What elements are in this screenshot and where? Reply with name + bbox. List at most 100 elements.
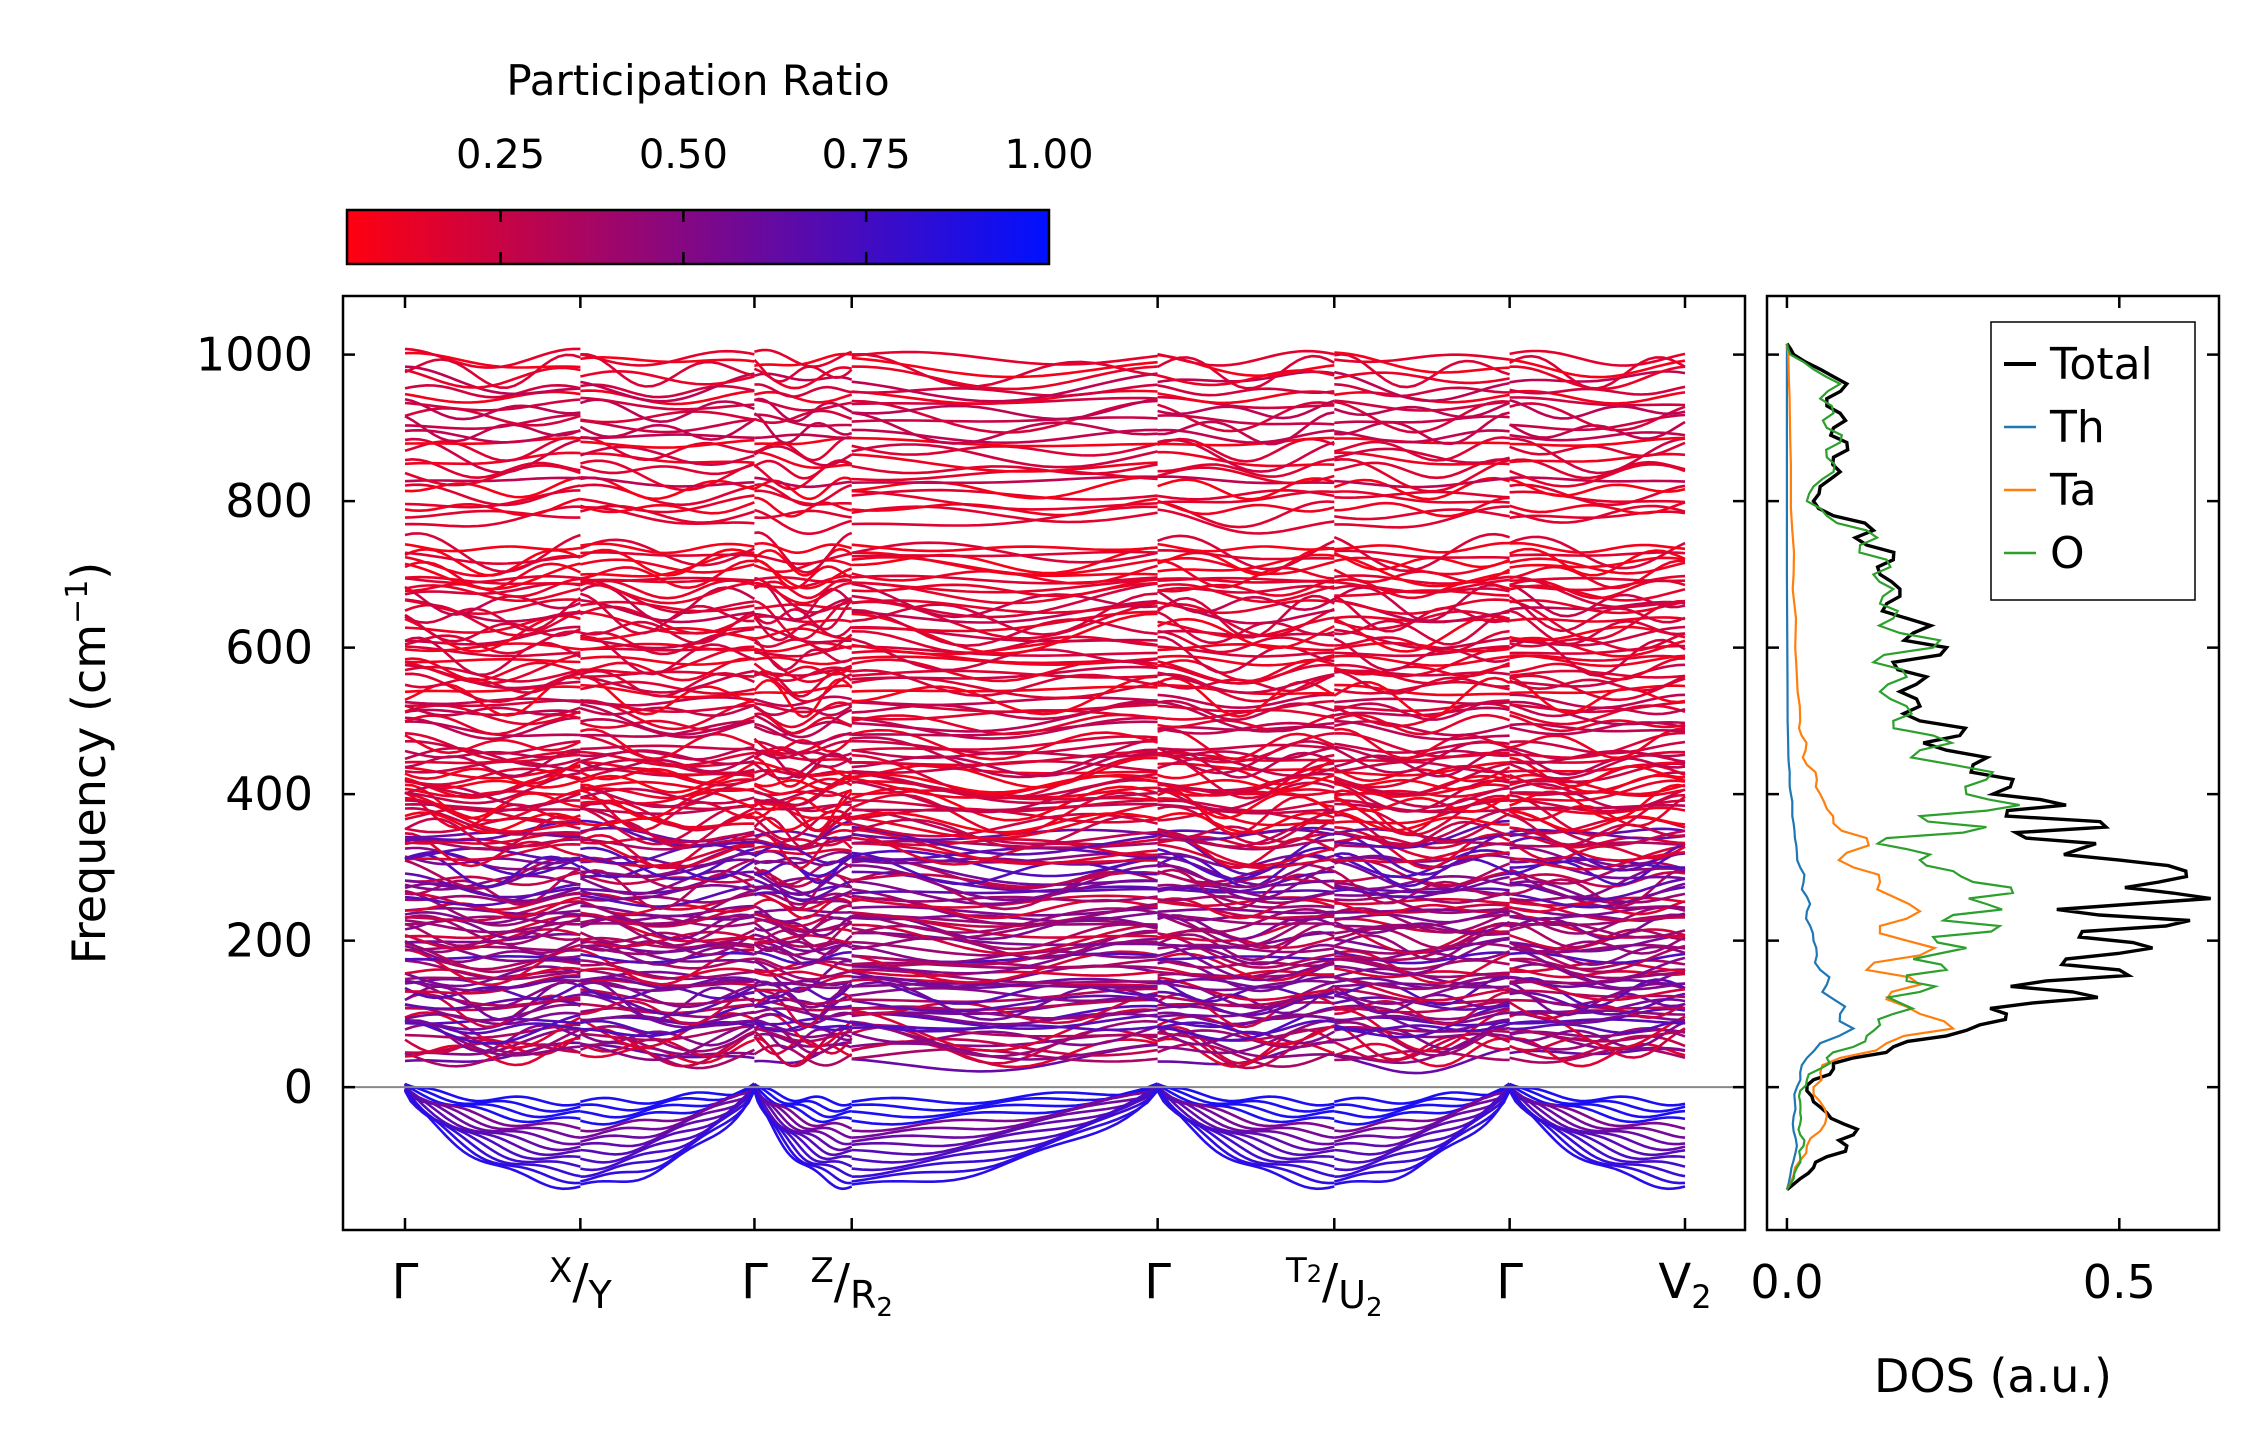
phonon-band — [1509, 669, 1686, 679]
phonon-band — [1157, 912, 1335, 948]
phonon-band — [404, 585, 581, 616]
phonon-band — [753, 662, 853, 678]
phonon-band — [1333, 594, 1510, 633]
phonon-band — [404, 821, 581, 842]
phonon-band — [580, 576, 755, 583]
phonon-band — [1334, 832, 1510, 876]
phonon-band — [404, 811, 581, 834]
band-y-tick-label: 400 — [225, 767, 313, 821]
soft-mode-band — [1156, 1088, 1335, 1185]
phonon-band — [1509, 804, 1686, 810]
phonon-band — [851, 739, 1158, 755]
soft-mode-band — [1508, 1083, 1686, 1152]
phonon-band — [1334, 923, 1510, 955]
phonon-band — [1334, 1004, 1510, 1039]
dos-series-o — [1785, 343, 2020, 1191]
phonon-band — [851, 443, 1158, 469]
phonon-band — [1334, 683, 1510, 697]
phonon-band — [1334, 697, 1510, 705]
phonon-band — [753, 705, 853, 717]
phonon-band — [580, 695, 755, 707]
phonon-band — [754, 756, 852, 788]
phonon-band — [851, 555, 1158, 577]
k-point-label: V2 — [1658, 1254, 1711, 1316]
colorbar-tick-label: 0.25 — [456, 132, 545, 178]
phonon-band — [1509, 871, 1686, 888]
band-y-tick-label: 800 — [225, 474, 313, 528]
phonon-band — [851, 463, 1158, 475]
phonon-band — [1508, 840, 1686, 862]
soft-mode-band — [851, 1089, 1159, 1139]
phonon-band — [404, 1013, 581, 1045]
phonon-band — [1509, 713, 1686, 733]
soft-mode-band — [753, 1085, 853, 1191]
phonon-band — [851, 428, 1158, 445]
dos-series-th — [1785, 343, 1856, 1190]
phonon-band — [1509, 370, 1686, 384]
phonon-band — [754, 957, 852, 970]
phonon-band — [851, 937, 1158, 975]
phonon-band — [1157, 783, 1335, 820]
phonon-band — [1509, 504, 1686, 524]
phonon-band — [1157, 401, 1335, 433]
phonon-band — [1334, 578, 1510, 594]
colorbar-title: Participation Ratio — [506, 56, 889, 105]
soft-mode-band — [403, 1088, 581, 1185]
phonon-band — [580, 703, 755, 736]
phonon-band — [580, 438, 755, 449]
legend-label-o: O — [2050, 528, 2085, 579]
phonon-band — [404, 997, 581, 1010]
phonon-band — [1334, 598, 1510, 615]
phonon-band — [1509, 844, 1686, 871]
phonon-band — [753, 746, 853, 769]
phonon-band — [1157, 854, 1335, 889]
phonon-band — [851, 599, 1158, 624]
k-point-label: T2/U2 — [1285, 1251, 1383, 1323]
phonon-band — [851, 994, 1158, 1013]
phonon-band — [1333, 713, 1511, 736]
phonon-band — [754, 383, 852, 398]
phonon-band — [1334, 669, 1510, 696]
band-y-tick-label: 600 — [225, 621, 313, 675]
phonon-band — [1509, 700, 1686, 714]
k-point-label: Γ — [1144, 1254, 1171, 1310]
phonon-band — [1334, 505, 1510, 529]
phonon-band — [404, 413, 581, 431]
phonon-band — [404, 383, 581, 399]
phonon-band — [1508, 595, 1686, 633]
phonon-band — [580, 957, 755, 970]
phonon-band — [580, 843, 755, 865]
phonon-band — [1156, 354, 1335, 390]
phonon-band — [404, 1011, 581, 1026]
phonon-band — [580, 733, 755, 767]
phonon-band — [754, 933, 852, 953]
phonon-band — [1333, 920, 1511, 935]
phonon-band — [753, 863, 853, 897]
phonon-band — [754, 940, 852, 957]
phonon-band — [1333, 1037, 1510, 1068]
phonon-band — [1509, 483, 1686, 507]
phonon-band — [1509, 541, 1686, 554]
phonon-band — [753, 737, 853, 753]
phonon-band — [1334, 556, 1510, 576]
phonon-band — [404, 575, 581, 585]
phonon-band — [851, 807, 1158, 845]
soft-mode-band — [1509, 1085, 1686, 1107]
phonon-band — [1157, 774, 1335, 791]
phonon-band — [1157, 732, 1335, 764]
soft-mode-band — [1156, 1087, 1335, 1146]
phonon-band — [1157, 508, 1335, 535]
phonon-band — [754, 988, 852, 1006]
phonon-band — [753, 409, 853, 424]
phonon-band — [580, 703, 755, 717]
phonon-band — [1157, 635, 1335, 675]
soft-mode-band — [1334, 1089, 1511, 1139]
phonon-band — [753, 666, 853, 683]
soft-mode-band — [404, 1082, 581, 1113]
phonon-band — [754, 552, 852, 566]
phonon-band — [1334, 1020, 1511, 1057]
phonon-band — [851, 802, 1158, 812]
phonon-band — [1333, 789, 1511, 835]
phonon-band — [851, 644, 1158, 658]
dos-legend: Total Th Ta O — [1990, 321, 2196, 601]
